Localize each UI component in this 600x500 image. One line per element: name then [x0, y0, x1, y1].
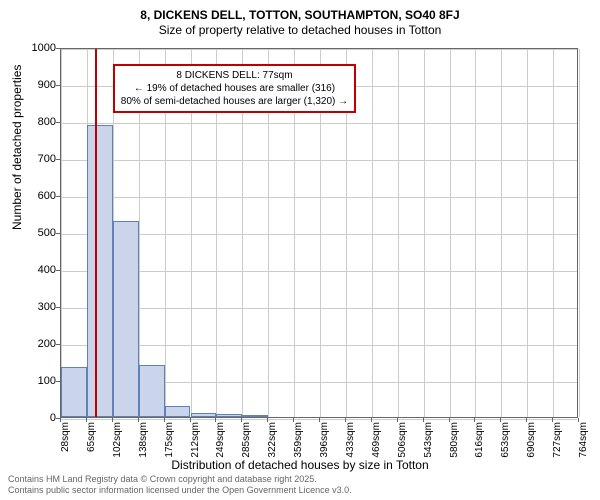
y-tick-label: 1000 [16, 42, 56, 54]
x-tick [190, 418, 191, 422]
y-tick [56, 233, 60, 234]
x-tick [397, 418, 398, 422]
x-tick-label: 322sqm [267, 422, 278, 462]
property-marker-line [95, 49, 97, 417]
x-tick-label: 727sqm [552, 422, 563, 462]
y-tick [56, 381, 60, 382]
x-tick [500, 418, 501, 422]
x-tick-label: 543sqm [423, 422, 434, 462]
x-tick-label: 506sqm [397, 422, 408, 462]
histogram-bar [191, 413, 217, 417]
x-tick [267, 418, 268, 422]
y-tick [56, 307, 60, 308]
x-tick-label: 249sqm [215, 422, 226, 462]
y-tick-label: 0 [16, 412, 56, 424]
annotation-line1: 8 DICKENS DELL: 77sqm [121, 69, 348, 82]
x-tick [423, 418, 424, 422]
x-tick-label: 285sqm [241, 422, 252, 462]
histogram-bar [165, 406, 191, 417]
gridline-v [527, 49, 528, 417]
x-tick [293, 418, 294, 422]
y-tick-label: 100 [16, 375, 56, 387]
gridline-v [501, 49, 502, 417]
x-tick-label: 138sqm [138, 422, 149, 462]
x-tick [371, 418, 372, 422]
histogram-bar [139, 365, 165, 417]
x-tick [112, 418, 113, 422]
y-tick [56, 85, 60, 86]
x-tick [578, 418, 579, 422]
y-tick-label: 200 [16, 338, 56, 350]
chart-footer: Contains HM Land Registry data © Crown c… [8, 474, 352, 496]
gridline-v [450, 49, 451, 417]
y-tick [56, 344, 60, 345]
x-tick [138, 418, 139, 422]
y-tick-label: 300 [16, 301, 56, 313]
histogram-bar [87, 125, 113, 417]
x-tick-label: 690sqm [526, 422, 537, 462]
x-tick-label: 469sqm [371, 422, 382, 462]
y-tick-label: 700 [16, 153, 56, 165]
x-tick-label: 580sqm [449, 422, 460, 462]
annotation-line2: ← 19% of detached houses are smaller (31… [121, 82, 348, 95]
gridline-v [372, 49, 373, 417]
x-tick [60, 418, 61, 422]
x-tick-label: 65sqm [86, 422, 97, 462]
x-tick-label: 102sqm [112, 422, 123, 462]
x-tick [319, 418, 320, 422]
gridline-v [553, 49, 554, 417]
x-tick-label: 616sqm [474, 422, 485, 462]
x-tick-label: 28sqm [60, 422, 71, 462]
chart-plot-area: 8 DICKENS DELL: 77sqm← 19% of detached h… [60, 48, 578, 418]
x-tick-label: 359sqm [293, 422, 304, 462]
x-tick-label: 433sqm [345, 422, 356, 462]
histogram-bar [216, 414, 242, 417]
x-tick [345, 418, 346, 422]
x-tick-label: 396sqm [319, 422, 330, 462]
y-tick [56, 159, 60, 160]
histogram-bar [61, 367, 87, 417]
gridline-v [579, 49, 580, 417]
footer-line2: Contains public sector information licen… [8, 485, 352, 496]
x-tick-label: 212sqm [190, 422, 201, 462]
x-tick-label: 653sqm [500, 422, 511, 462]
x-tick-label: 764sqm [578, 422, 589, 462]
annotation-box: 8 DICKENS DELL: 77sqm← 19% of detached h… [113, 64, 356, 113]
y-tick [56, 196, 60, 197]
gridline-v [424, 49, 425, 417]
chart-title-line2: Size of property relative to detached ho… [0, 22, 600, 37]
gridline-v [398, 49, 399, 417]
histogram-bar [242, 415, 268, 417]
x-tick [474, 418, 475, 422]
y-tick [56, 48, 60, 49]
y-tick-label: 600 [16, 190, 56, 202]
x-tick-label: 175sqm [164, 422, 175, 462]
gridline-v [475, 49, 476, 417]
x-tick [241, 418, 242, 422]
x-tick [215, 418, 216, 422]
gridline-v [61, 49, 62, 417]
y-tick-label: 900 [16, 79, 56, 91]
x-tick [164, 418, 165, 422]
annotation-line3: 80% of semi-detached houses are larger (… [121, 95, 348, 108]
x-tick [526, 418, 527, 422]
x-tick [86, 418, 87, 422]
y-tick-label: 800 [16, 116, 56, 128]
x-tick [552, 418, 553, 422]
y-tick [56, 270, 60, 271]
y-tick-label: 500 [16, 227, 56, 239]
x-tick [449, 418, 450, 422]
chart-container: 8, DICKENS DELL, TOTTON, SOUTHAMPTON, SO… [0, 0, 600, 500]
y-tick [56, 122, 60, 123]
histogram-bar [113, 221, 139, 417]
chart-title-line1: 8, DICKENS DELL, TOTTON, SOUTHAMPTON, SO… [0, 0, 600, 22]
footer-line1: Contains HM Land Registry data © Crown c… [8, 474, 352, 485]
y-tick-label: 400 [16, 264, 56, 276]
